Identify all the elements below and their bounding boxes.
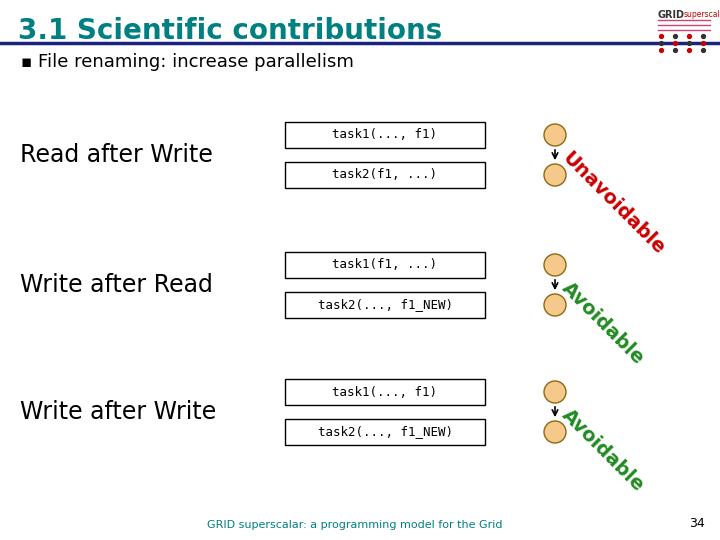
Text: task1(..., f1): task1(..., f1)	[333, 129, 438, 141]
Circle shape	[544, 421, 566, 443]
FancyBboxPatch shape	[285, 252, 485, 278]
Circle shape	[544, 164, 566, 186]
Text: ▪: ▪	[20, 53, 31, 71]
Text: Read after Write: Read after Write	[20, 143, 213, 167]
Text: File renaming: increase parallelism: File renaming: increase parallelism	[38, 53, 354, 71]
Circle shape	[544, 124, 566, 146]
Text: Avoidable: Avoidable	[558, 406, 648, 495]
Text: Avoidable: Avoidable	[558, 278, 648, 368]
Text: Write after Write: Write after Write	[20, 400, 216, 424]
Text: 34: 34	[689, 517, 705, 530]
Text: 3.1 Scientific contributions: 3.1 Scientific contributions	[18, 17, 442, 45]
FancyBboxPatch shape	[285, 419, 485, 445]
Text: GRID: GRID	[658, 10, 685, 20]
FancyBboxPatch shape	[285, 162, 485, 188]
Text: Write after Read: Write after Read	[20, 273, 213, 297]
Circle shape	[544, 381, 566, 403]
FancyBboxPatch shape	[285, 122, 485, 148]
Circle shape	[544, 254, 566, 276]
Text: GRID superscalar: a programming model for the Grid: GRID superscalar: a programming model fo…	[207, 520, 503, 530]
Text: task1(..., f1): task1(..., f1)	[333, 386, 438, 399]
Text: task1(f1, ...): task1(f1, ...)	[333, 259, 438, 272]
Text: task2(..., f1_NEW): task2(..., f1_NEW)	[318, 426, 452, 438]
Text: Unavoidable: Unavoidable	[558, 148, 668, 258]
Text: superscalar: superscalar	[684, 10, 720, 19]
Text: task2(..., f1_NEW): task2(..., f1_NEW)	[318, 299, 452, 312]
Circle shape	[544, 294, 566, 316]
FancyBboxPatch shape	[285, 379, 485, 405]
Text: task2(f1, ...): task2(f1, ...)	[333, 168, 438, 181]
FancyBboxPatch shape	[285, 292, 485, 318]
